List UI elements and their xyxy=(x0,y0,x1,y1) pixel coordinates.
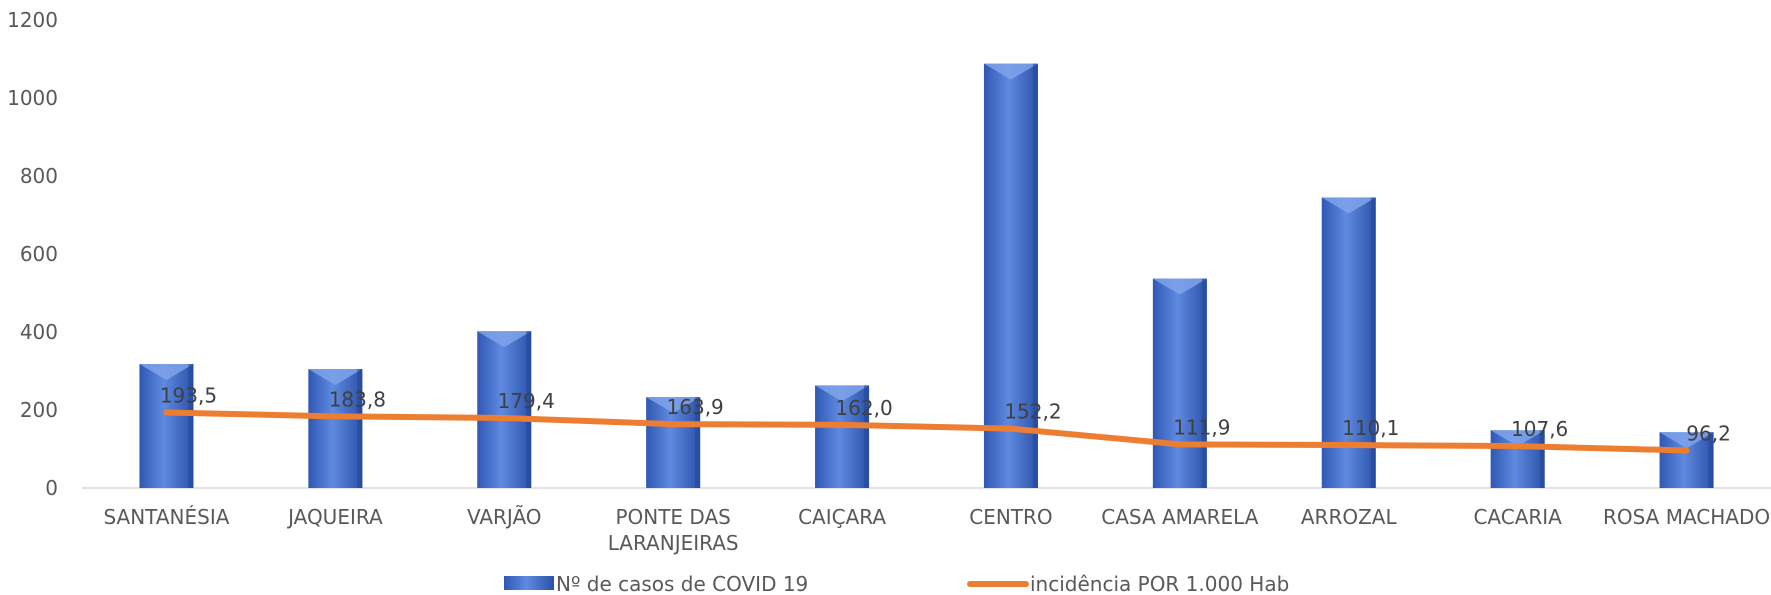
data-label: 110,1 xyxy=(1342,416,1399,440)
data-label: 111,9 xyxy=(1173,415,1230,439)
bar xyxy=(646,397,701,488)
x-category-label: CACARIA xyxy=(1473,505,1562,529)
y-tick-label: 1200 xyxy=(7,8,58,32)
x-category-label: CAIÇARA xyxy=(798,505,886,529)
y-tick-label: 0 xyxy=(45,476,58,500)
bar xyxy=(1659,432,1714,488)
bar xyxy=(983,63,1038,489)
x-category-label: JAQUEIRA xyxy=(286,505,383,529)
y-tick-label: 600 xyxy=(20,242,58,266)
x-category-label: VARJÃO xyxy=(467,505,542,529)
legend-item-incidence: incidência POR 1.000 Hab xyxy=(967,572,1289,595)
data-label: 96,2 xyxy=(1686,421,1731,445)
incidence-line xyxy=(163,409,1690,454)
incidence-line-group: 193,5 183,8 179,4 163,9 162,0 152,2 111,9 110,1… xyxy=(160,384,1731,454)
data-label: 183,8 xyxy=(329,387,386,411)
x-category-label: SANTANÉSIA xyxy=(103,505,229,529)
bar xyxy=(308,369,363,488)
bar xyxy=(1490,430,1545,488)
legend-swatch-bar xyxy=(504,576,554,590)
y-tick-label: 1000 xyxy=(7,86,58,110)
data-label: 193,5 xyxy=(160,384,217,408)
bar xyxy=(477,331,532,488)
x-category-label: ROSA MACHADO xyxy=(1603,505,1770,529)
y-tick-label: 800 xyxy=(20,164,58,188)
legend-item-cases: Nº de casos de COVID 19 xyxy=(504,572,808,595)
data-label: 152,2 xyxy=(1004,400,1061,424)
data-label: 163,9 xyxy=(667,395,724,419)
bar xyxy=(815,385,870,488)
y-tick-label: 200 xyxy=(20,398,58,422)
bar xyxy=(139,363,194,488)
data-label: 162,0 xyxy=(835,396,892,420)
data-label: 107,6 xyxy=(1511,417,1568,441)
y-tick-label: 400 xyxy=(20,320,58,344)
x-category-label: ARROZAL xyxy=(1301,505,1398,529)
y-axis: 0 200 400 600 800 1000 1200 xyxy=(7,8,58,500)
data-label: 179,4 xyxy=(498,389,555,413)
bars-group xyxy=(139,63,1714,489)
legend-label: Nº de casos de COVID 19 xyxy=(556,572,808,595)
x-category-label: CENTRO xyxy=(969,505,1052,529)
legend: Nº de casos de COVID 19 incidência POR 1.… xyxy=(504,572,1289,595)
x-axis: SANTANÉSIA JAQUEIRA VARJÃO PONTE DAS LARANJE… xyxy=(103,505,1770,555)
x-category-label: PONTE DAS LARANJEIRAS xyxy=(608,505,739,555)
bar xyxy=(1152,278,1207,488)
x-category-label: CASA AMARELA xyxy=(1101,505,1259,529)
bar xyxy=(1321,197,1376,488)
legend-label: incidência POR 1.000 Hab xyxy=(1030,572,1289,595)
